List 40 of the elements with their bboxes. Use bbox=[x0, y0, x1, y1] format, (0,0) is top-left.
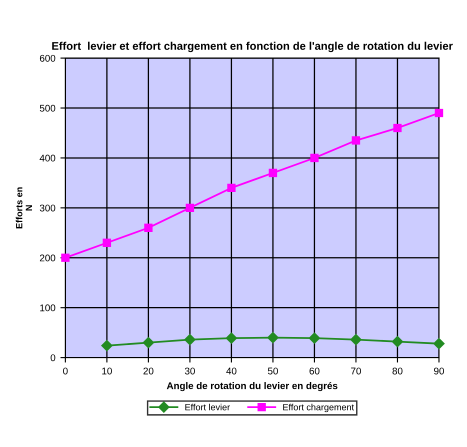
y-tick-label: 200 bbox=[40, 254, 56, 262]
x-tick-label: 60 bbox=[310, 368, 320, 374]
x-axis-title: Angle de rotation du levier en degrés bbox=[166, 382, 338, 392]
point bbox=[352, 136, 360, 145]
point bbox=[226, 332, 238, 344]
x-tick-label: 50 bbox=[268, 368, 278, 374]
point bbox=[267, 332, 279, 344]
point bbox=[393, 124, 402, 132]
point bbox=[184, 334, 196, 346]
point bbox=[101, 340, 112, 352]
point bbox=[392, 336, 404, 348]
y-tick-label: 400 bbox=[40, 154, 56, 162]
legend-label: Effort chargement bbox=[283, 404, 354, 412]
y-tick-label: 300 bbox=[40, 204, 56, 212]
x-tick-label: 90 bbox=[434, 368, 444, 374]
y-tick-label: 100 bbox=[40, 304, 56, 312]
y-tick-label: 600 bbox=[40, 54, 56, 62]
point bbox=[144, 224, 153, 232]
chart-title: Effort levier et effort chargement en fonction de l'angle de rotation du levier bbox=[52, 42, 453, 52]
y-tick-label: 500 bbox=[40, 104, 56, 112]
x-tick-label: 20 bbox=[143, 368, 154, 374]
y-axis-title: Efforts en N bbox=[16, 187, 32, 228]
x-tick-label: 10 bbox=[102, 368, 112, 374]
y-tick-label: 0 bbox=[50, 354, 56, 362]
point bbox=[350, 334, 362, 346]
x-tick-label: 30 bbox=[184, 368, 195, 374]
point bbox=[227, 184, 236, 192]
point bbox=[186, 204, 194, 212]
x-tick-label: 0 bbox=[63, 368, 68, 374]
point bbox=[433, 338, 445, 350]
point bbox=[102, 238, 112, 247]
x-tick-label: 70 bbox=[351, 368, 361, 374]
point bbox=[142, 337, 154, 348]
point bbox=[310, 154, 319, 162]
x-tick-label: 80 bbox=[392, 368, 402, 374]
point bbox=[434, 108, 444, 118]
point bbox=[268, 168, 278, 178]
x-tick-label: 40 bbox=[226, 368, 236, 374]
point bbox=[308, 332, 320, 344]
legend-label: Effort levier bbox=[185, 404, 230, 410]
